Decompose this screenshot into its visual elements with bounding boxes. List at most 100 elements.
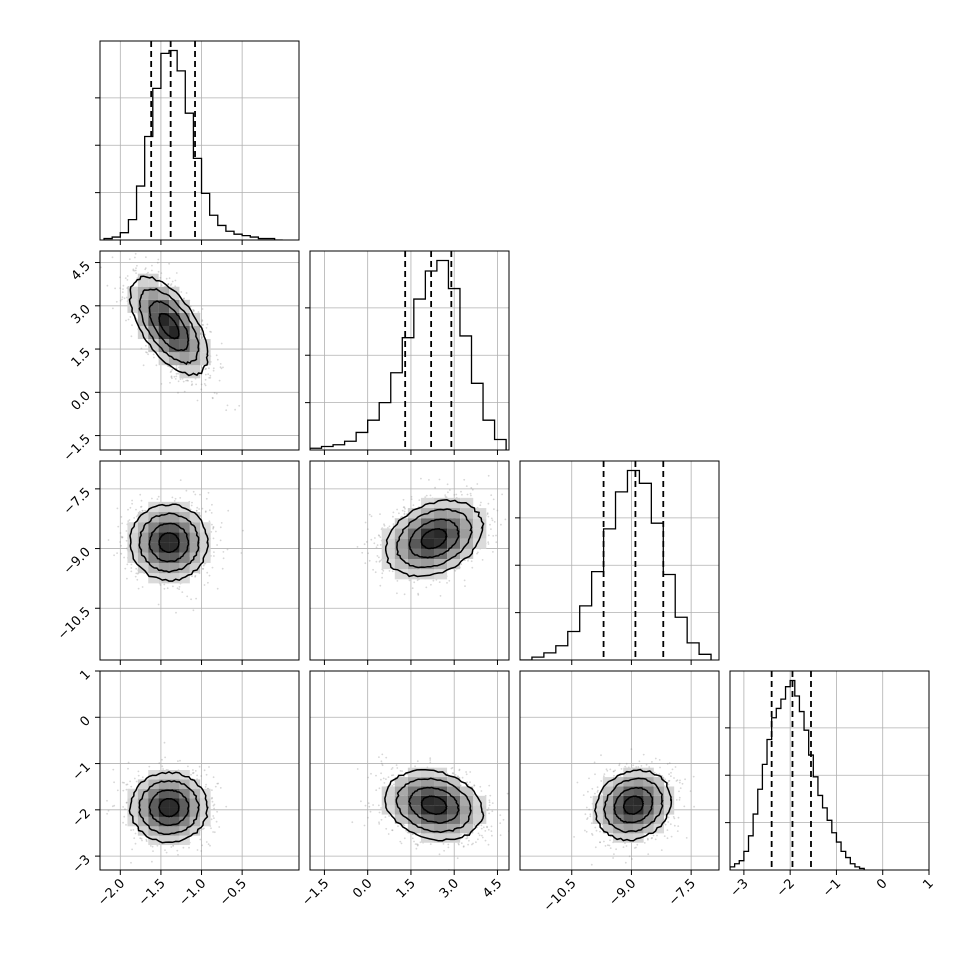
sample-point — [368, 513, 371, 516]
sample-point — [147, 271, 149, 274]
density-cell — [158, 522, 170, 533]
sample-point — [209, 374, 212, 377]
contour-line — [408, 518, 460, 559]
sample-point — [366, 528, 369, 531]
density-cell — [158, 532, 170, 543]
sample-point — [212, 527, 215, 530]
sample-point — [189, 508, 192, 511]
sample-point — [125, 801, 128, 804]
sample-point — [112, 307, 114, 310]
sample-point — [226, 404, 229, 407]
sample-point — [136, 277, 139, 280]
sample-point — [122, 806, 124, 808]
sample-point — [157, 270, 160, 273]
sample-point — [378, 535, 381, 537]
sample-point — [126, 547, 128, 550]
sample-point — [383, 523, 385, 526]
density-cell — [200, 352, 211, 366]
sample-point — [220, 367, 223, 370]
sample-point — [220, 522, 223, 524]
sample-point — [178, 366, 180, 369]
histogram-step — [310, 259, 507, 450]
density-cell — [137, 542, 149, 553]
density-cell — [148, 286, 159, 300]
sample-point — [381, 576, 383, 579]
sample-point — [125, 319, 127, 322]
sample-point — [205, 327, 208, 329]
sample-point — [178, 588, 181, 590]
sample-point — [470, 560, 473, 563]
sample-point — [455, 493, 458, 496]
sample-point — [201, 507, 204, 510]
sample-point — [117, 525, 120, 528]
sample-point — [211, 566, 214, 569]
sample-point — [106, 284, 109, 287]
sample-point — [365, 541, 368, 543]
density-cell — [394, 558, 408, 570]
density-cell — [381, 558, 395, 570]
panel-frame — [309, 250, 510, 451]
sample-point — [213, 831, 216, 834]
sample-point — [191, 575, 193, 578]
density-cell — [148, 542, 159, 553]
sample-point — [170, 283, 173, 285]
density-cell — [169, 312, 180, 326]
sample-point — [205, 497, 208, 500]
sample-point — [496, 509, 499, 512]
sample-point — [120, 552, 123, 555]
sample-point — [215, 530, 217, 533]
sample-point — [194, 574, 197, 577]
sample-point — [160, 284, 163, 287]
sample-point — [165, 277, 168, 280]
sample-point — [242, 529, 244, 532]
sample-point — [219, 526, 222, 529]
sample-point — [177, 372, 180, 375]
density-cell — [169, 339, 180, 353]
density-cell — [179, 339, 190, 353]
sample-point — [136, 578, 139, 581]
sample-point — [209, 376, 212, 379]
sample-point — [490, 517, 493, 520]
sample-point — [463, 579, 466, 582]
sample-point — [460, 490, 462, 493]
sample-point — [171, 377, 173, 380]
sample-point — [135, 508, 137, 511]
marginal-panel — [305, 250, 510, 451]
sample-point — [151, 497, 153, 500]
sample-point — [453, 494, 456, 496]
sample-point — [424, 496, 427, 498]
sample-point — [125, 296, 128, 299]
sample-point — [119, 532, 122, 534]
density-cell — [473, 538, 487, 549]
sample-point — [137, 587, 140, 590]
sample-point — [159, 276, 162, 279]
sample-point — [449, 489, 451, 491]
panel-frame — [309, 460, 510, 661]
sample-point — [203, 563, 206, 565]
density-cell — [189, 552, 201, 563]
sample-point — [401, 515, 403, 518]
sample-point — [471, 488, 474, 491]
sample-point — [382, 569, 385, 572]
sample-point — [379, 536, 382, 539]
sample-point — [216, 587, 219, 590]
sample-point — [379, 559, 382, 562]
sample-point — [196, 399, 199, 402]
sample-point — [372, 568, 374, 571]
sample-point — [115, 300, 118, 303]
sample-point — [151, 269, 153, 272]
sample-point — [420, 477, 422, 480]
sample-point — [469, 492, 472, 495]
contour-line — [129, 503, 209, 582]
sample-point — [146, 351, 148, 354]
sample-point — [202, 568, 205, 570]
density-cell — [420, 548, 435, 559]
sample-point — [131, 324, 133, 327]
sample-point — [119, 276, 121, 279]
sample-point — [142, 364, 145, 367]
sample-point — [487, 541, 490, 544]
sample-point — [204, 511, 207, 513]
sample-point — [493, 508, 495, 511]
sample-point — [132, 268, 135, 271]
sample-point — [403, 513, 406, 516]
